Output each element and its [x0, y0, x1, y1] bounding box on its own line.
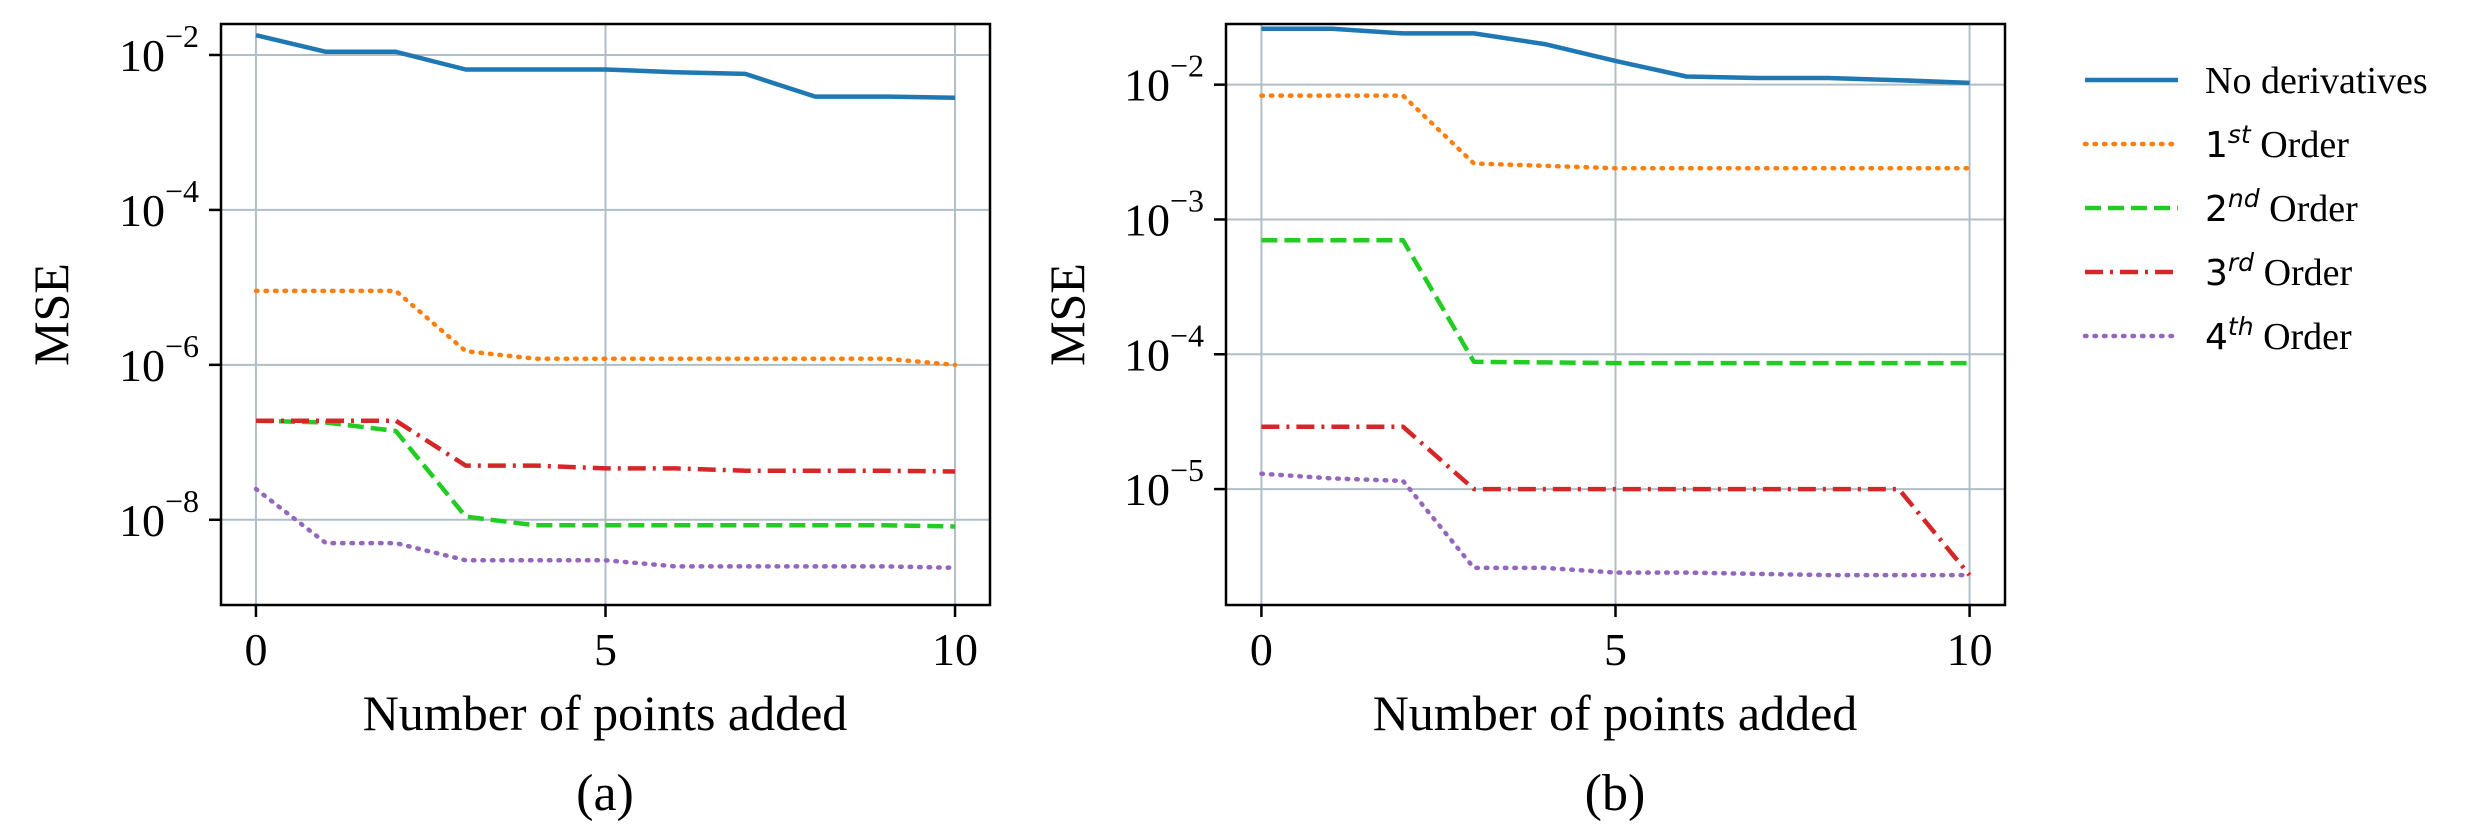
y-tick-label: 10−2	[1124, 48, 1204, 111]
y-tick-label: 10−8	[119, 483, 199, 546]
series-line-no-derivatives	[255, 33, 956, 101]
panel-b: 0 5 10 10−2 10−3 10−4 10−5 Number of points add…	[1039, 22, 2007, 822]
legend-label-no-derivatives: No derivatives	[2205, 60, 2428, 102]
x-tick-label: 5	[594, 624, 617, 675]
x-tick-label: 10	[1947, 624, 1993, 675]
legend-label-4th-order: 4th Order	[2205, 312, 2352, 358]
x-tick-label: 10	[932, 624, 978, 675]
x-axis-label: Number of points added	[363, 685, 848, 741]
series-line-1st-order	[253, 288, 958, 368]
x-axis-label: Number of points added	[1373, 685, 1858, 741]
series-line-3rd-order	[256, 418, 956, 474]
legend-label-2nd-order: 2nd Order	[2205, 184, 2358, 230]
y-axis-label: MSE	[23, 263, 79, 366]
series-line-4th-order	[253, 486, 958, 571]
panel-label: (a)	[576, 765, 634, 822]
series-line-no-derivatives	[1261, 26, 1970, 86]
x-tick-label: 5	[1604, 624, 1627, 675]
series-line-1st-order	[1259, 93, 1972, 171]
legend-label-3rd-order: 3rd Order	[2205, 248, 2353, 294]
panel-label: (b)	[1585, 765, 1646, 822]
series-line-2nd-order	[1261, 238, 1970, 366]
y-tick-label: 10−4	[1124, 317, 1204, 380]
y-tick-label: 10−3	[1124, 182, 1204, 245]
series-line-2nd-order	[255, 418, 956, 529]
series-line-3rd-order	[1261, 424, 1972, 577]
y-axis-label: MSE	[1039, 263, 1095, 366]
y-tick-label: 10−2	[119, 18, 199, 81]
y-tick-label: 10−5	[1124, 452, 1204, 515]
x-tick-label: 0	[1250, 624, 1273, 675]
y-tick-label: 10−6	[119, 328, 199, 391]
y-tick-label: 10−4	[119, 173, 199, 236]
x-tick-label: 0	[244, 624, 267, 675]
legend-label-1st-order: 1st Order	[2205, 120, 2349, 166]
legend: No derivatives 1st Order 2nd Order 3rd Orde…	[2082, 60, 2428, 358]
panel-a: 0 5 10 10−2 10−4 10−6 10−8 Number of points add…	[23, 18, 992, 822]
